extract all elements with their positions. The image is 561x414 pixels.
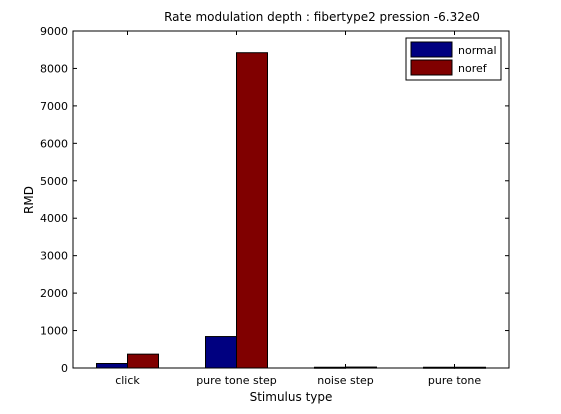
legend-swatch-noref xyxy=(410,59,453,76)
chart-title: Rate modulation depth : fibertype2 press… xyxy=(164,10,480,24)
bar-noref xyxy=(127,353,159,369)
y-tick-label: 1000 xyxy=(40,325,68,338)
y-tick-label: 7000 xyxy=(40,100,68,113)
bar-normal xyxy=(314,366,346,369)
x-axis-label: Stimulus type xyxy=(250,390,333,404)
bar-noref xyxy=(345,366,377,369)
x-tick-label: noise step xyxy=(317,374,374,387)
x-tick-label: click xyxy=(115,374,140,387)
y-tick-labels: 0 1000 2000 3000 4000 5000 6000 7000 8000 9000 xyxy=(40,25,68,375)
y-tick-label: 5000 xyxy=(40,175,68,188)
y-tick-label: 6000 xyxy=(40,137,68,150)
legend-swatch-normal xyxy=(410,41,453,58)
legend-label-noref: noref xyxy=(458,62,488,75)
x-tick-label: pure tone step xyxy=(196,374,277,387)
legend: normal noref xyxy=(405,37,502,81)
y-tick-label: 8000 xyxy=(40,62,68,75)
bar-noref xyxy=(236,52,268,369)
bar-normal xyxy=(205,336,237,369)
bar-normal xyxy=(423,366,455,369)
axis-ticks xyxy=(73,30,509,369)
bar-normal xyxy=(96,363,128,369)
y-tick-label: 0 xyxy=(61,362,68,375)
y-tick-label: 9000 xyxy=(40,25,68,38)
plot-area xyxy=(72,30,510,369)
y-tick-label: 2000 xyxy=(40,287,68,300)
x-tick-labels: click pure tone step noise step pure tone xyxy=(115,374,481,387)
y-tick-label: 3000 xyxy=(40,250,68,263)
legend-label-normal: normal xyxy=(458,44,497,57)
x-tick-label: pure tone xyxy=(428,374,482,387)
bar-noref xyxy=(454,366,486,369)
y-axis-label: RMD xyxy=(22,186,36,214)
bar-series xyxy=(96,52,486,369)
y-tick-label: 4000 xyxy=(40,212,68,225)
